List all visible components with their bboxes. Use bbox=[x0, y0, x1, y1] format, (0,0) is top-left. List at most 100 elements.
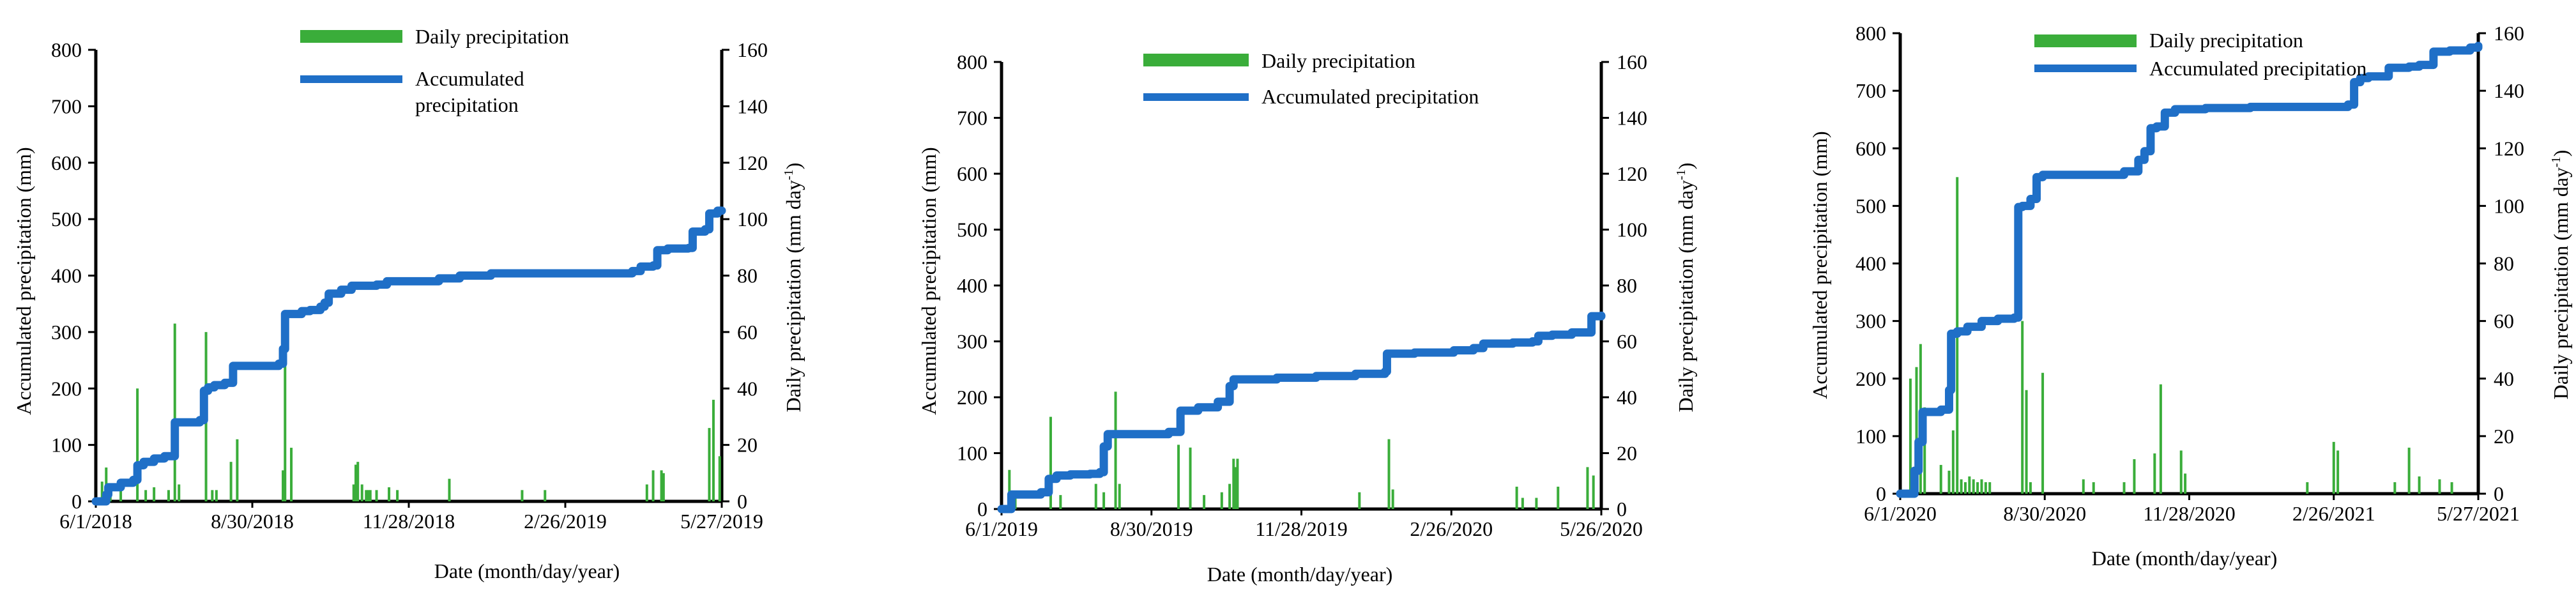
precip-bar bbox=[354, 464, 357, 501]
precip-bar bbox=[367, 490, 370, 501]
y-tick-label-left: 600 bbox=[1856, 137, 1886, 160]
precip-bar bbox=[144, 490, 148, 501]
y-tick-label-right: 100 bbox=[1617, 218, 1647, 241]
y-tick-label-left: 300 bbox=[957, 330, 987, 353]
precip-bar bbox=[2133, 459, 2136, 494]
precip-bar bbox=[2159, 384, 2162, 494]
precip-bar bbox=[1114, 392, 1117, 509]
y-tick-label-right: 120 bbox=[737, 151, 768, 174]
precip-bar bbox=[356, 462, 360, 501]
y-tick-label-right: 100 bbox=[2494, 194, 2524, 217]
precip-bar bbox=[2179, 450, 2183, 494]
y-tick-label-left: 300 bbox=[1856, 310, 1886, 333]
precip-bar bbox=[396, 490, 399, 501]
y-tick-label-left: 0 bbox=[72, 490, 82, 513]
precip-bar bbox=[352, 484, 355, 501]
precip-bar bbox=[1515, 487, 1518, 509]
y-tick-label-right: 120 bbox=[2494, 137, 2524, 160]
precip-bar bbox=[2450, 482, 2453, 494]
daily-bars bbox=[1008, 392, 1595, 509]
chart-panel-2: 0 100 200 300 400 500 600 700 800 0 20 40 60 80 100 120… bbox=[917, 49, 1697, 586]
precip-bar bbox=[652, 470, 655, 501]
y-tick-label-right: 100 bbox=[737, 208, 768, 231]
precip-bar bbox=[2123, 482, 2126, 494]
tick-labels: 0 100 200 300 400 500 600 700 800 0 20 40 60 80 100 120… bbox=[1856, 22, 2524, 525]
precip-bar bbox=[712, 399, 715, 501]
precip-bar bbox=[1234, 467, 1237, 509]
y-tick-label-right: 20 bbox=[737, 434, 758, 457]
precip-bar bbox=[1586, 467, 1589, 509]
y-tick-label-right: 20 bbox=[1617, 442, 1637, 465]
precip-bar bbox=[1984, 482, 1987, 494]
y-tick-label-right: 160 bbox=[2494, 22, 2524, 45]
x-tick-label: 5/26/2020 bbox=[1560, 517, 1643, 540]
accumulated-line bbox=[1896, 42, 2483, 498]
precip-bar bbox=[229, 462, 232, 501]
x-tick-label: 11/28/2019 bbox=[1255, 517, 1348, 540]
precip-bar bbox=[662, 473, 665, 501]
y-axis-label-right: Daily precipitation (mm day-1) bbox=[2549, 150, 2572, 400]
tick-labels: 0 100 200 300 400 500 600 700 800 0 20 40 60 80 100 120… bbox=[51, 38, 768, 533]
y-tick-label-left: 600 bbox=[957, 162, 987, 185]
precip-bar bbox=[645, 484, 648, 501]
precip-bar bbox=[718, 456, 721, 501]
precip-bar bbox=[1972, 479, 1975, 494]
precip-bar bbox=[236, 439, 239, 501]
precip-bar bbox=[1118, 483, 1121, 509]
y-axis-label-right: Daily precipitation (mm day-1) bbox=[1674, 163, 1697, 413]
x-tick-label: 6/1/2018 bbox=[59, 510, 132, 533]
precip-bar bbox=[544, 490, 547, 501]
y-tick-label-right: 60 bbox=[2494, 310, 2514, 333]
y-tick-label-left: 300 bbox=[51, 321, 82, 344]
y-tick-label-right: 40 bbox=[1617, 386, 1637, 409]
precip-bar bbox=[2025, 390, 2028, 494]
precip-bar bbox=[2438, 479, 2441, 494]
chart-panel-3: 0 100 200 300 400 500 600 700 800 0 20 40 60 80 100 120… bbox=[1808, 22, 2572, 570]
x-tick-label: 11/28/2020 bbox=[2143, 502, 2236, 525]
precip-bar bbox=[1988, 482, 1992, 494]
accumulated-line bbox=[91, 206, 726, 506]
precip-bar bbox=[173, 323, 176, 501]
y-tick-label-left: 0 bbox=[1876, 482, 1886, 505]
x-tick-label: 6/1/2020 bbox=[1864, 502, 1937, 525]
precip-bar bbox=[2153, 453, 2156, 494]
y-tick-label-right: 80 bbox=[1617, 274, 1637, 297]
precip-bar bbox=[1189, 447, 1192, 509]
y-tick-label-left: 700 bbox=[51, 95, 82, 118]
precip-bar bbox=[1947, 470, 1951, 494]
precip-bar bbox=[1521, 498, 1524, 509]
daily-bars bbox=[1909, 177, 2453, 494]
precip-bar bbox=[153, 487, 156, 501]
y-tick-label-right: 60 bbox=[1617, 330, 1637, 353]
precip-bar bbox=[1535, 498, 1538, 509]
legend: Daily precipitation Accumulated precipit… bbox=[300, 25, 569, 116]
legend-line-label: Accumulated precipitation bbox=[2149, 57, 2366, 80]
precip-bar bbox=[100, 482, 103, 501]
precip-bar bbox=[369, 490, 372, 501]
x-axis-label: Date (month/day/year) bbox=[1207, 563, 1393, 586]
precip-bar bbox=[1102, 492, 1106, 509]
axes bbox=[994, 61, 1609, 515]
y-tick-label-left: 100 bbox=[1856, 425, 1886, 448]
precip-bar bbox=[2336, 450, 2340, 494]
precip-bar bbox=[1094, 483, 1097, 509]
precip-bar bbox=[1960, 479, 1963, 494]
x-tick-label: 8/30/2018 bbox=[211, 510, 294, 533]
accumulated-line bbox=[997, 311, 1606, 514]
precip-bar bbox=[1923, 407, 1926, 494]
precip-bar bbox=[1232, 459, 1235, 509]
y-tick-label-right: 80 bbox=[737, 264, 758, 287]
legend-bar-swatch bbox=[2034, 34, 2137, 47]
x-tick-label: 2/26/2020 bbox=[1410, 517, 1493, 540]
legend: Daily precipitation Accumulated precipit… bbox=[1143, 49, 1479, 108]
y-tick-label-left: 800 bbox=[957, 50, 987, 73]
precip-bar bbox=[1951, 430, 1955, 494]
tick-labels: 0 100 200 300 400 500 600 700 800 0 20 40 60 80 100 120… bbox=[957, 50, 1647, 540]
x-axis-label: Date (month/day/year) bbox=[434, 559, 620, 582]
y-tick-label-left: 200 bbox=[957, 386, 987, 409]
y-tick-label-left: 400 bbox=[957, 274, 987, 297]
precip-bar bbox=[1228, 483, 1231, 509]
x-tick-label: 5/27/2021 bbox=[2437, 502, 2520, 525]
precip-bar bbox=[2332, 441, 2335, 494]
